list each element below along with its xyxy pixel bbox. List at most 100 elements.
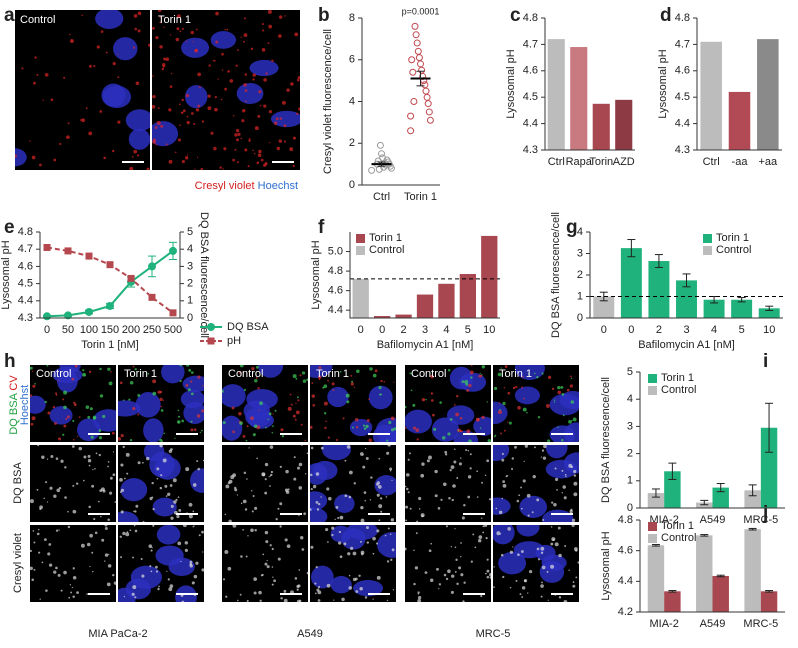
row-label-green: DQ BSA	[8, 392, 20, 434]
x-tick-label: Ctrl	[373, 191, 390, 203]
puncta	[161, 63, 166, 67]
puncta	[177, 541, 182, 546]
puncta	[485, 572, 487, 575]
row-label: Hoechst	[19, 385, 31, 425]
puncta	[192, 41, 194, 43]
x-tick-label: 0	[628, 324, 634, 336]
puncta	[72, 595, 75, 599]
puncta	[32, 384, 36, 388]
puncta	[458, 566, 462, 570]
puncta	[485, 536, 488, 540]
puncta	[257, 153, 262, 158]
puncta	[15, 154, 17, 158]
puncta	[87, 459, 92, 463]
puncta	[108, 553, 110, 555]
point	[64, 247, 72, 255]
puncta	[106, 582, 111, 587]
puncta	[74, 365, 78, 368]
puncta	[252, 78, 255, 81]
puncta	[486, 401, 489, 403]
micrograph	[15, 10, 150, 170]
puncta	[479, 427, 482, 429]
legend-label: Torin 1	[369, 232, 402, 244]
panel-letter: a	[4, 5, 15, 26]
puncta	[348, 495, 352, 499]
puncta	[247, 535, 249, 537]
point	[148, 262, 156, 271]
puncta	[318, 378, 321, 380]
puncta	[521, 386, 524, 389]
puncta	[501, 452, 504, 456]
puncta	[55, 529, 59, 532]
puncta	[442, 482, 447, 487]
puncta	[134, 27, 138, 31]
puncta	[169, 484, 173, 487]
puncta	[552, 538, 555, 541]
puncta	[540, 584, 544, 588]
puncta	[202, 459, 204, 462]
puncta	[243, 83, 247, 87]
puncta	[100, 515, 102, 518]
puncta	[251, 367, 255, 371]
puncta	[312, 403, 316, 407]
puncta	[453, 404, 456, 406]
puncta	[296, 396, 299, 399]
puncta	[333, 599, 335, 601]
puncta	[497, 372, 502, 377]
nucleus	[327, 386, 349, 408]
puncta	[159, 21, 162, 24]
puncta	[527, 514, 530, 517]
puncta	[188, 502, 193, 507]
puncta	[558, 596, 562, 599]
puncta	[242, 434, 246, 438]
puncta	[515, 579, 518, 582]
puncta	[97, 500, 100, 503]
puncta	[37, 445, 40, 447]
row-label: DQ BSA	[12, 462, 24, 504]
puncta	[405, 427, 407, 430]
puncta	[436, 567, 439, 571]
puncta	[437, 507, 441, 510]
puncta	[493, 566, 495, 568]
bar	[744, 490, 761, 508]
puncta	[83, 455, 87, 459]
puncta	[479, 374, 483, 378]
nucleus	[247, 412, 274, 429]
puncta	[306, 452, 308, 455]
puncta	[358, 574, 361, 577]
puncta	[258, 149, 262, 154]
puncta	[109, 476, 113, 480]
puncta	[447, 368, 451, 372]
puncta	[410, 389, 413, 392]
puncta	[81, 14, 84, 16]
puncta	[161, 67, 165, 71]
puncta	[407, 491, 410, 494]
puncta	[30, 549, 32, 553]
puncta	[105, 51, 108, 54]
puncta	[201, 120, 205, 123]
point	[85, 307, 93, 316]
puncta	[184, 156, 189, 160]
puncta	[159, 45, 163, 49]
puncta	[168, 587, 173, 592]
y-tick-label: 4.6	[523, 65, 538, 77]
puncta	[369, 367, 373, 371]
dot	[424, 100, 432, 108]
puncta	[489, 576, 491, 579]
puncta	[245, 555, 248, 558]
puncta	[186, 115, 189, 118]
puncta	[316, 508, 320, 511]
y-tick-label: 3	[187, 260, 193, 272]
puncta	[91, 551, 94, 554]
puncta	[119, 477, 123, 482]
puncta	[156, 467, 160, 471]
puncta	[563, 600, 568, 602]
puncta	[243, 471, 247, 475]
x-tick-label: 50	[62, 324, 74, 336]
puncta	[256, 457, 258, 460]
puncta	[527, 592, 529, 594]
puncta	[503, 429, 506, 432]
puncta	[151, 481, 154, 485]
nucleus	[493, 445, 510, 462]
dot	[368, 166, 376, 174]
